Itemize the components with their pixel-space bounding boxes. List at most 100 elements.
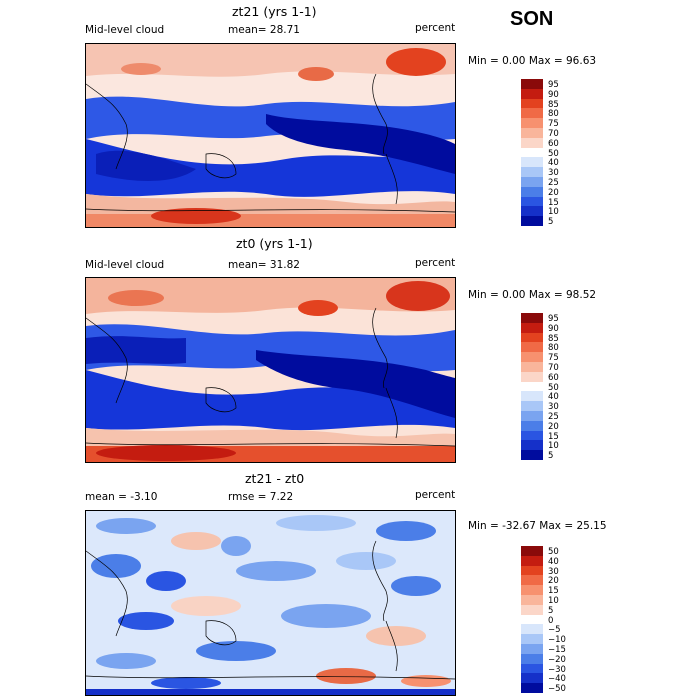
africa-coast xyxy=(86,550,128,637)
cb3-bin-50 xyxy=(521,546,543,556)
cb1-bin-70 xyxy=(521,127,543,138)
patch xyxy=(401,675,451,687)
cb1-bin-80 xyxy=(521,108,543,119)
cb3-bin-30 xyxy=(521,565,543,576)
americas-coast xyxy=(372,540,388,622)
coastlines xyxy=(86,540,455,680)
cb2-bin-40 xyxy=(521,391,543,402)
antarctica-coast xyxy=(86,208,455,213)
cb1-bin-10 xyxy=(521,206,543,217)
cb1-label: 80 xyxy=(548,109,559,120)
cb2-bin-25 xyxy=(521,410,543,421)
cb3-label: 15 xyxy=(548,586,559,597)
cb2-bin-15 xyxy=(521,430,543,441)
patch xyxy=(316,668,376,684)
antarctica-coast xyxy=(86,442,455,447)
north-band xyxy=(86,44,455,77)
patch xyxy=(96,653,156,669)
cb3-label: 10 xyxy=(548,595,559,606)
cb2-label: 15 xyxy=(548,431,559,442)
panel-1-colorbar-labels: 95 90 85 80 75 70 60 50 40 30 25 20 15 1… xyxy=(548,80,559,228)
coastlines xyxy=(86,73,455,213)
panel-2-map-svg xyxy=(86,278,455,462)
cb2-bin-90 xyxy=(521,322,543,333)
cb1-label: 40 xyxy=(548,158,559,169)
panel-3-map xyxy=(85,510,456,696)
cb3-label: −50 xyxy=(548,684,566,695)
cb1-label: 70 xyxy=(548,128,559,139)
cb2-bin-95 xyxy=(521,313,543,323)
cb2-label: 20 xyxy=(548,421,559,432)
cb1-bin-30 xyxy=(521,167,543,177)
cb3-label: 0 xyxy=(548,615,554,626)
cb2-label: 40 xyxy=(548,392,559,403)
panel-2-colorbar xyxy=(521,313,543,460)
antarctic-band xyxy=(86,689,455,695)
cb2-label: 5 xyxy=(548,451,554,462)
cb2-bin-20 xyxy=(521,420,543,431)
panel-1-minmax: Min = 0.00 Max = 96.63 xyxy=(468,55,597,67)
cb1-bin-75 xyxy=(521,118,543,128)
cb1-label: 85 xyxy=(548,99,559,110)
panel-3-title: zt21 - zt0 xyxy=(245,471,305,486)
cb3-bin-m5 xyxy=(521,624,543,635)
cb2-bin-85 xyxy=(521,332,543,343)
panel-1-mean: mean= 28.71 xyxy=(228,24,300,36)
cb2-bin-60 xyxy=(521,371,543,382)
patch xyxy=(146,571,186,591)
indian-ocean-deep xyxy=(96,150,196,181)
cb1-label: 50 xyxy=(548,148,559,159)
cb3-bin-m20 xyxy=(521,653,543,664)
cb2-label: 70 xyxy=(548,362,559,373)
antarctica-coast xyxy=(86,675,455,680)
panel-2-colorbar-labels: 95 90 85 80 75 70 60 50 40 30 25 20 15 1… xyxy=(548,314,559,462)
south-america-coast xyxy=(385,620,398,672)
cb3-label: −5 xyxy=(548,625,561,636)
asia-deep xyxy=(86,336,186,364)
cb2-label: 75 xyxy=(548,353,559,364)
cb1-bin-95 xyxy=(521,79,543,89)
difference-patches xyxy=(91,515,451,689)
cb3-bin-40 xyxy=(521,555,543,566)
africa-coast xyxy=(86,83,128,170)
cb3-label: −15 xyxy=(548,644,566,655)
panel-1-units: percent xyxy=(415,22,456,34)
patch xyxy=(171,532,221,550)
cb1-bin-5 xyxy=(521,216,543,226)
patch xyxy=(221,536,251,556)
cb2-bin-50 xyxy=(521,381,543,392)
panel-3-rmse: rmse = 7.22 xyxy=(228,491,294,503)
cb3-bin-m15 xyxy=(521,643,543,654)
cb3-bin-m40 xyxy=(521,673,543,684)
patch xyxy=(366,626,426,646)
cb3-label: 50 xyxy=(548,547,559,557)
cb3-label: 40 xyxy=(548,556,559,567)
panel-1-title: zt21 (yrs 1-1) xyxy=(232,4,317,19)
southern-ocean xyxy=(86,428,455,446)
coastlines xyxy=(86,307,455,447)
panel-3-map-svg xyxy=(86,511,455,695)
panel-3-colorbar-labels: 50 40 30 20 15 10 5 0 −5 −10 −15 −20 −30… xyxy=(548,547,566,695)
cb2-bin-80 xyxy=(521,342,543,353)
cb3-bin-15 xyxy=(521,585,543,595)
americas-coast xyxy=(372,73,388,155)
north-band xyxy=(86,278,455,314)
antarctic-max xyxy=(151,208,241,224)
cb2-label: 10 xyxy=(548,441,559,452)
patch xyxy=(91,554,141,578)
cb1-label: 5 xyxy=(548,217,554,228)
greenland-max xyxy=(386,281,450,311)
season-label: SON xyxy=(510,8,554,30)
patch xyxy=(236,561,316,581)
panel-1-map-svg xyxy=(86,44,455,227)
cb3-label: 5 xyxy=(548,605,554,616)
cb3-label: −20 xyxy=(548,654,566,665)
panel-2-map xyxy=(85,277,456,463)
cb2-label: 50 xyxy=(548,382,559,393)
cb3-label: −10 xyxy=(548,635,566,646)
east-pacific-deep xyxy=(266,114,455,174)
patch xyxy=(151,677,221,689)
cb2-bin-10 xyxy=(521,440,543,451)
cb1-bin-50 xyxy=(521,147,543,158)
cb2-label: 95 xyxy=(548,314,559,324)
